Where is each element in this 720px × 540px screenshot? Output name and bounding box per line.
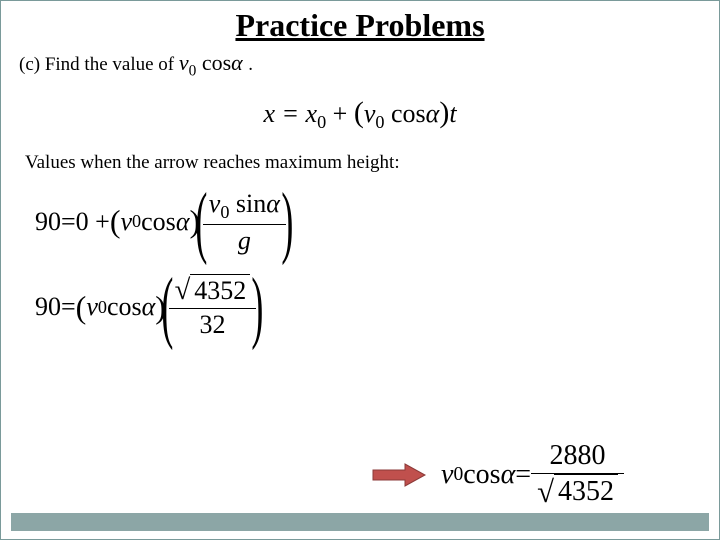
eq2-fraction: v0 sinα g	[203, 188, 286, 256]
line1-suffix: .	[248, 54, 253, 75]
problem-statement: (c) Find the value of v0 cosα .	[19, 50, 719, 80]
values-statement: Values when the arrow reaches maximum he…	[25, 152, 719, 174]
equation-4: v0 cosα = 2880 √4352	[441, 439, 624, 511]
arrow-icon	[371, 461, 427, 489]
line1-math: v0 cosα	[179, 50, 248, 75]
equation-3: 90 = (v0 cosα) ( √4352 32 )	[35, 274, 719, 341]
line1-prefix: (c) Find the value of	[19, 54, 179, 75]
equation-1: x = x0 + (v0 cosα)t	[1, 96, 719, 133]
slide-container: Practice Problems (c) Find the value of …	[0, 0, 720, 540]
bottom-bar	[11, 513, 709, 531]
result-row: v0 cosα = 2880 √4352	[371, 439, 624, 511]
equation-2: 90 = 0 + (v0 cosα) ( v0 sinα g )	[35, 188, 719, 256]
page-title: Practice Problems	[1, 7, 719, 44]
eq3-fraction: √4352 32	[169, 274, 257, 341]
eq4-fraction: 2880 √4352	[531, 439, 624, 511]
